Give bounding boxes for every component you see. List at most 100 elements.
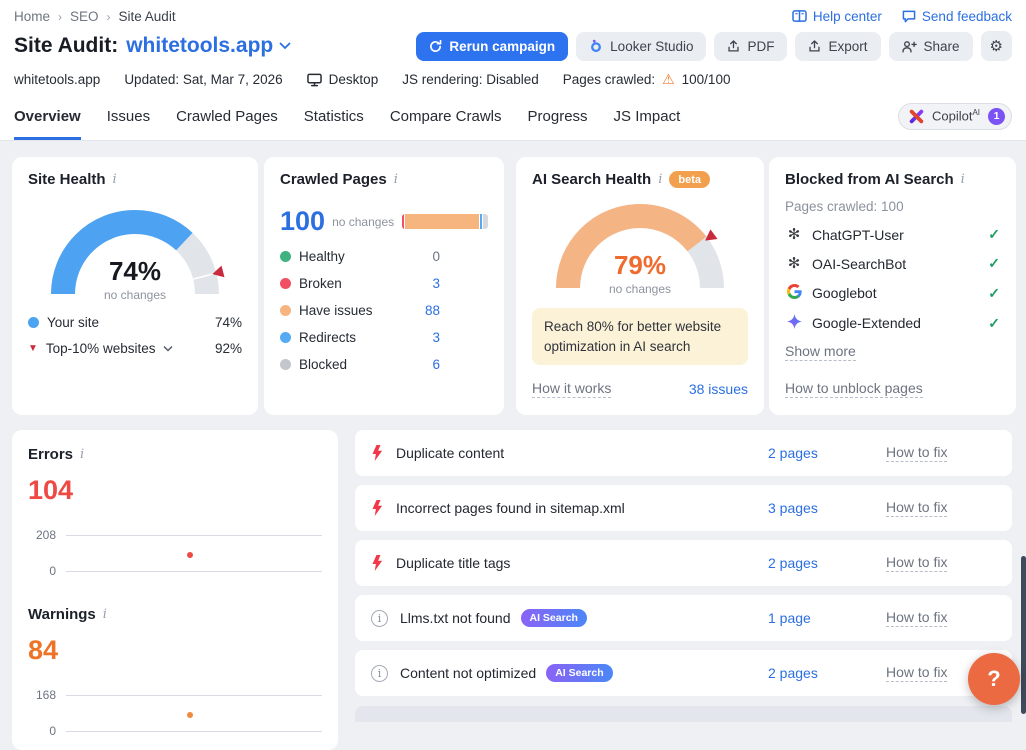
help-center-link[interactable]: Help center: [792, 9, 882, 24]
how-to-fix-link[interactable]: How to fix: [886, 444, 948, 462]
issue-row-incorrect-sitemap-pages[interactable]: Incorrect pages found in sitemap.xml 3 p…: [355, 485, 1012, 531]
bot-row-chatgpt-user: ✻ ChatGPT-User ✓: [785, 226, 1000, 243]
ai-issues-link[interactable]: 38 issues: [688, 381, 748, 398]
errors-count[interactable]: 104: [28, 475, 74, 505]
desktop-icon: [306, 73, 322, 86]
book-icon: [792, 10, 807, 22]
bot-name: ChatGPT-User: [812, 226, 904, 243]
issue-pages-link[interactable]: 1 page: [768, 610, 811, 626]
warnings-data-point: [186, 712, 193, 718]
legend-label: Top-10% websites: [45, 341, 156, 356]
legend-label: Blocked: [299, 357, 348, 372]
warnings-title: Warnings: [28, 606, 96, 623]
crawled-pages-title: Crawled Pages: [280, 171, 387, 188]
issue-row-duplicate-content[interactable]: Duplicate content 2 pages How to fix: [355, 430, 1012, 476]
bot-row-oai-searchbot: ✻ OAI-SearchBot ✓: [785, 255, 1000, 272]
collapsed-section-bar[interactable]: [355, 706, 1012, 722]
tab-statistics[interactable]: Statistics: [303, 108, 364, 125]
blue-dot-icon: [280, 332, 291, 343]
tab-crawled-pages[interactable]: Crawled Pages: [176, 108, 278, 125]
breadcrumb-site-audit: Site Audit: [118, 9, 176, 24]
legend-value: 74%: [214, 315, 242, 330]
breadcrumb-home[interactable]: Home: [14, 9, 51, 24]
export-button[interactable]: Export: [795, 31, 881, 61]
copilot-count-badge: 1: [988, 107, 1005, 125]
bar-segment-broken: [402, 214, 405, 229]
info-icon[interactable]: i: [112, 172, 117, 187]
errors-warnings-card: Errors i 104 208 0 Warnings i 84 168 0: [12, 430, 338, 750]
pdf-button[interactable]: PDF: [714, 31, 788, 61]
refresh-icon: [430, 39, 442, 52]
info-icon[interactable]: i: [658, 172, 663, 187]
issue-row-content-not-optimized[interactable]: i Content not optimized AI Search 2 page…: [355, 650, 1012, 696]
chevron-right-icon: ›: [106, 9, 111, 24]
issue-pages-link[interactable]: 3 pages: [768, 500, 818, 516]
bot-name: Google-Extended: [812, 315, 921, 331]
legend-label: Healthy: [299, 249, 345, 264]
rerun-campaign-button[interactable]: Rerun campaign: [416, 31, 569, 61]
how-to-unblock-link[interactable]: How to unblock pages: [785, 380, 923, 398]
legend-label: Your site: [47, 315, 100, 330]
legend-value-link[interactable]: 3: [432, 276, 440, 291]
bot-name: OAI-SearchBot: [812, 255, 907, 272]
tab-js-impact[interactable]: JS Impact: [613, 108, 681, 125]
info-icon[interactable]: i: [393, 172, 398, 187]
crawled-pages-subtitle: no changes: [332, 214, 395, 229]
tab-bar: Overview Issues Crawled Pages Statistics…: [14, 100, 680, 140]
legend-value-link[interactable]: 88: [424, 303, 440, 318]
looker-studio-icon: [591, 39, 602, 53]
site-health-value: 74%: [108, 256, 162, 286]
how-to-fix-link[interactable]: How to fix: [886, 664, 948, 682]
issue-pages-link[interactable]: 2 pages: [768, 665, 818, 681]
share-button[interactable]: Share: [888, 31, 973, 61]
warning-triangle-icon: ⚠: [662, 71, 675, 87]
legend-value-link[interactable]: 3: [432, 330, 440, 345]
legend-top10-websites[interactable]: ▼ Top-10% websites 92%: [28, 341, 242, 356]
how-to-fix-link[interactable]: How to fix: [886, 554, 948, 572]
send-feedback-link[interactable]: Send feedback: [902, 9, 1012, 24]
error-bolt-icon: [372, 555, 383, 571]
legend-your-site: Your site 74%: [28, 315, 242, 330]
ai-search-health-title: AI Search Health: [532, 171, 652, 188]
ai-search-badge: AI Search: [546, 664, 613, 682]
show-more-link[interactable]: Show more: [785, 343, 856, 361]
red-triangle-icon: ▼: [28, 343, 38, 354]
issue-pages-link[interactable]: 2 pages: [768, 445, 818, 461]
tab-progress[interactable]: Progress: [527, 108, 588, 125]
issue-row-llms-txt-not-found[interactable]: i Llms.txt not found AI Search 1 page Ho…: [355, 595, 1012, 641]
info-icon[interactable]: i: [102, 607, 107, 622]
issue-row-duplicate-title-tags[interactable]: Duplicate title tags 2 pages How to fix: [355, 540, 1012, 586]
check-icon: ✓: [988, 284, 1000, 301]
copilot-icon: [909, 109, 924, 123]
site-health-subtitle: no changes: [103, 288, 167, 302]
tab-overview[interactable]: Overview: [14, 100, 81, 140]
legend-value-link[interactable]: 6: [432, 357, 440, 372]
crawled-pages-card: Crawled Pages i 100 no changes Healthy 0 …: [264, 157, 504, 415]
bar-segment-blocked: [482, 214, 488, 229]
crawled-pages-total[interactable]: 100: [280, 206, 326, 236]
issue-pages-link[interactable]: 2 pages: [768, 555, 818, 571]
scrollbar-thumb[interactable]: [1021, 556, 1026, 714]
copilot-button[interactable]: CopilotAI 1: [897, 102, 1012, 130]
tab-issues[interactable]: Issues: [106, 108, 151, 125]
how-to-fix-link[interactable]: How to fix: [886, 499, 948, 517]
looker-studio-button[interactable]: Looker Studio: [576, 31, 707, 61]
breadcrumb-seo[interactable]: SEO: [70, 9, 99, 24]
info-icon[interactable]: i: [960, 172, 965, 187]
chevron-down-icon: [163, 345, 173, 352]
help-fab-button[interactable]: ?: [968, 653, 1020, 705]
pages-crawled-value: 100/100: [681, 72, 731, 87]
gray-dot-icon: [280, 359, 291, 370]
project-name: whitetools.app: [126, 34, 274, 57]
share-label: Share: [923, 38, 960, 54]
settings-button[interactable]: ⚙: [980, 31, 1012, 61]
how-to-fix-link[interactable]: How to fix: [886, 609, 948, 627]
tab-compare-crawls[interactable]: Compare Crawls: [389, 108, 502, 125]
export-label: Export: [828, 38, 868, 54]
site-health-card: Site Health i 74% no changes Your site 74…: [12, 157, 258, 415]
legend-redirects: Redirects 3: [280, 330, 440, 345]
how-it-works-link[interactable]: How it works: [532, 380, 612, 399]
info-icon[interactable]: i: [80, 447, 85, 462]
project-selector[interactable]: whitetools.app: [126, 34, 291, 58]
warnings-count[interactable]: 84: [28, 635, 59, 665]
